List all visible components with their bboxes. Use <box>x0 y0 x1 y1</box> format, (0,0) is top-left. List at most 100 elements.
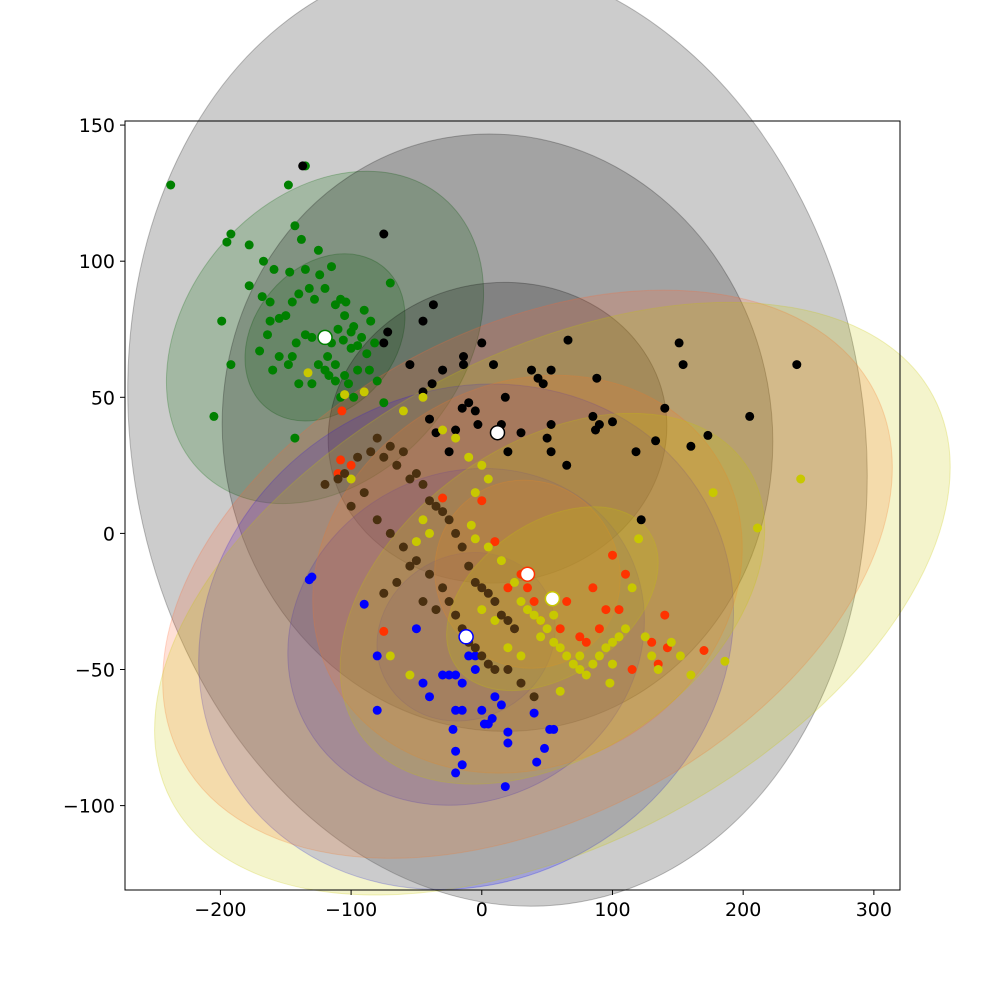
data-point-series-1-14 <box>538 379 548 389</box>
data-point-series-0-9 <box>290 221 300 231</box>
data-point-series-5-44 <box>516 678 526 688</box>
data-point-series-5-12 <box>418 479 428 489</box>
data-point-series-2-2 <box>359 599 369 609</box>
data-point-series-0-26 <box>300 264 310 274</box>
data-point-series-2-15 <box>457 705 467 715</box>
data-point-series-5-30 <box>385 528 395 538</box>
data-point-series-1-37 <box>464 398 474 408</box>
data-point-series-5-19 <box>464 561 474 571</box>
data-point-series-5-46 <box>418 597 428 606</box>
data-point-series-3-5 <box>438 493 448 503</box>
data-point-series-4-56 <box>605 678 615 688</box>
data-point-series-1-9 <box>459 360 468 370</box>
data-point-series-4-11 <box>466 520 476 530</box>
data-point-series-5-21 <box>477 583 487 593</box>
ellipse-layer <box>127 0 951 907</box>
data-point-series-5-45 <box>529 692 539 702</box>
data-point-series-4-53 <box>536 632 546 642</box>
cluster-center-series-0 <box>317 329 333 346</box>
data-point-series-2-16 <box>448 724 458 734</box>
data-point-series-1-22 <box>745 411 755 421</box>
data-point-series-1-1 <box>379 229 389 239</box>
data-point-series-3-14 <box>562 597 572 606</box>
data-point-series-4-10 <box>470 488 480 498</box>
data-point-series-4-34 <box>634 534 644 544</box>
data-point-series-5-7 <box>385 441 395 451</box>
data-point-series-3-22 <box>660 610 670 620</box>
data-point-series-5-47 <box>431 605 441 615</box>
data-point-series-4-31 <box>614 632 624 642</box>
data-point-series-5-9 <box>398 447 408 457</box>
data-point-series-1-12 <box>527 365 536 375</box>
data-point-series-0-56 <box>330 376 340 386</box>
data-point-series-5-25 <box>503 616 513 625</box>
data-point-series-5-42 <box>490 665 500 674</box>
data-point-series-1-43 <box>427 379 437 389</box>
data-point-series-4-28 <box>594 651 604 661</box>
data-point-series-4-46 <box>405 670 415 680</box>
data-point-series-4-49 <box>477 605 487 615</box>
data-point-series-5-50 <box>379 588 389 598</box>
data-point-series-0-69 <box>385 278 395 288</box>
data-point-series-0-50 <box>366 316 376 326</box>
data-point-series-4-55 <box>575 651 585 661</box>
data-point-series-2-17 <box>451 746 461 756</box>
data-point-series-0-42 <box>255 346 265 356</box>
data-point-series-3-15 <box>575 632 585 642</box>
data-point-series-4-5 <box>438 425 448 435</box>
data-point-series-0-21 <box>265 316 275 326</box>
data-point-series-0-16 <box>226 360 236 370</box>
data-point-series-5-6 <box>379 452 389 462</box>
data-point-series-1-6 <box>405 360 415 370</box>
data-point-series-1-20 <box>792 360 802 370</box>
data-point-series-0-61 <box>290 433 300 443</box>
data-point-series-0-40 <box>274 352 284 361</box>
data-point-series-2-32 <box>479 719 489 729</box>
data-point-series-1-4 <box>383 327 393 337</box>
data-point-series-2-28 <box>532 757 542 767</box>
data-point-series-0-5 <box>244 240 254 250</box>
data-point-series-0-8 <box>285 267 295 277</box>
data-point-series-0-3 <box>226 229 236 239</box>
data-point-series-3-20 <box>627 665 637 674</box>
data-point-series-0-20 <box>263 330 272 340</box>
data-point-series-5-13 <box>425 496 434 506</box>
data-point-series-2-4 <box>372 705 382 715</box>
data-point-series-2-7 <box>425 692 434 702</box>
data-point-series-0-58 <box>313 360 323 370</box>
data-point-series-3-2 <box>346 460 356 470</box>
y-tick-label: −50 <box>75 660 115 682</box>
data-point-series-0-44 <box>330 360 340 370</box>
data-point-series-4-6 <box>451 433 461 443</box>
data-point-series-1-30 <box>591 425 600 435</box>
data-point-series-0-37 <box>291 338 301 348</box>
data-point-series-1-24 <box>686 441 696 451</box>
data-point-series-0-60 <box>294 379 304 389</box>
data-point-series-4-52 <box>516 651 526 661</box>
data-point-series-3-8 <box>503 583 513 593</box>
data-point-series-4-37 <box>653 665 663 674</box>
data-point-series-4-16 <box>516 597 526 606</box>
data-point-series-3-0 <box>337 406 347 416</box>
data-point-series-4-42 <box>720 656 730 666</box>
data-point-series-0-19 <box>265 297 275 307</box>
data-point-series-3-11 <box>529 597 539 606</box>
data-point-series-4-1 <box>340 390 350 400</box>
data-point-series-4-25 <box>575 665 585 674</box>
data-point-series-1-48 <box>473 420 483 429</box>
data-point-series-0-0 <box>166 180 176 190</box>
data-point-series-1-25 <box>651 436 661 446</box>
cluster-center-series-4 <box>544 590 561 607</box>
data-point-series-1-2 <box>428 300 438 310</box>
data-point-series-3-19 <box>621 569 630 579</box>
data-point-series-3-18 <box>614 605 624 615</box>
data-point-series-2-27 <box>529 708 539 718</box>
data-point-series-5-1 <box>333 474 343 484</box>
data-point-series-4-14 <box>496 556 506 566</box>
data-point-series-4-15 <box>510 577 519 587</box>
data-point-series-0-13 <box>327 262 336 272</box>
data-point-series-5-16 <box>444 515 454 525</box>
data-point-series-3-25 <box>647 637 657 647</box>
data-point-series-4-48 <box>425 528 434 538</box>
x-axis: −200 −100 0 100 200 300 <box>194 890 892 921</box>
